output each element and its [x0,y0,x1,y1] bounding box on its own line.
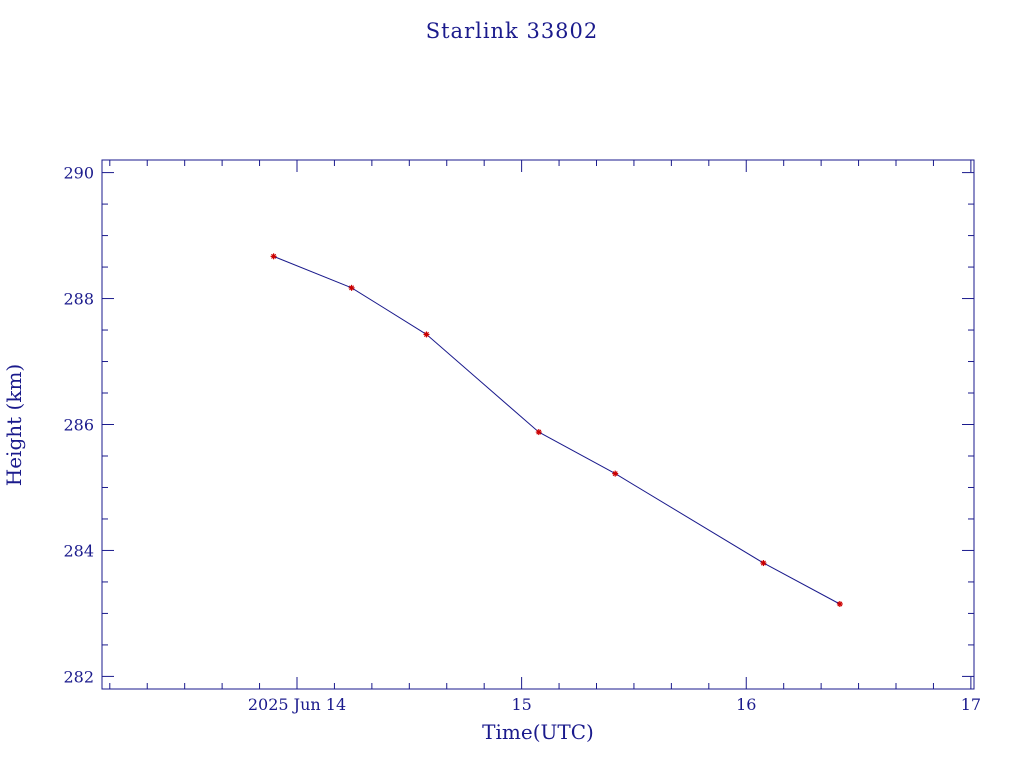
y-axis-label: Height (km) [2,364,26,486]
y-tick-label: 288 [63,290,94,309]
x-tick-label: 16 [736,695,756,714]
y-tick-label: 290 [63,164,94,183]
data-point [836,600,843,607]
plot-frame [101,159,975,690]
x-tick-label: 17 [961,695,981,714]
data-points [270,253,843,607]
data-point [348,284,355,291]
chart-title: Starlink 33802 [426,19,599,43]
x-tick-label: 2025 Jun 14 [248,695,346,714]
x-axis-label: Time(UTC) [482,720,594,744]
y-tick-label: 284 [63,541,94,560]
tick-labels: 282 284 286 288 290 2025 Jun 14 15 16 17 [63,164,981,714]
x-tick-label: 15 [511,695,531,714]
y-tick-label: 286 [63,416,94,435]
data-point [270,253,277,260]
data-point [535,429,542,436]
tick-marks [102,160,974,689]
y-tick-label: 282 [63,667,94,686]
data-point [760,560,767,567]
data-point [612,470,619,477]
data-point [423,331,430,338]
series-line [273,255,841,605]
